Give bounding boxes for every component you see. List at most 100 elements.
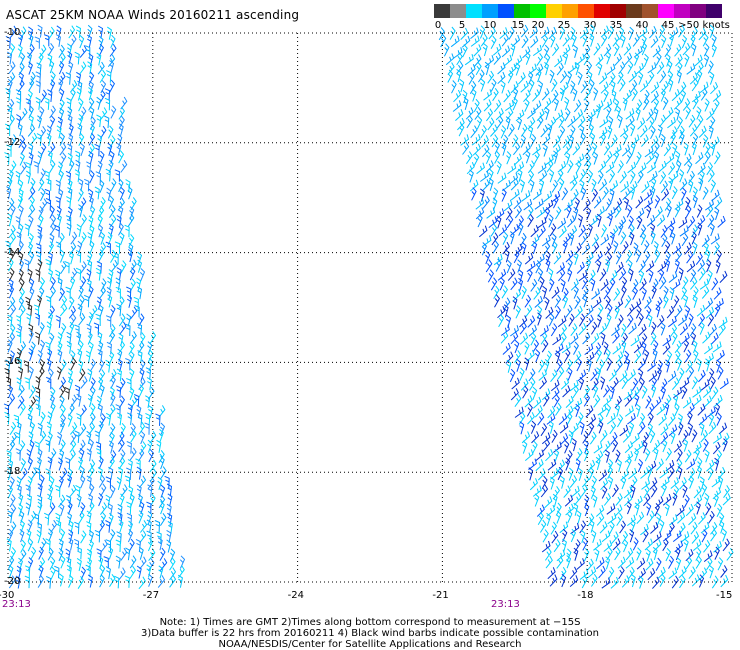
wind-barb bbox=[50, 519, 58, 533]
wind-barb bbox=[718, 475, 724, 490]
wind-barb bbox=[48, 241, 55, 255]
wind-barb bbox=[130, 306, 138, 320]
wind-barb bbox=[689, 72, 698, 85]
wind-barb bbox=[627, 566, 635, 580]
wind-barb bbox=[66, 495, 72, 508]
wind-barb bbox=[465, 107, 474, 120]
wind-barb bbox=[524, 98, 530, 112]
wind-barb bbox=[68, 520, 74, 534]
wind-barb bbox=[77, 240, 83, 254]
wind-barb bbox=[9, 160, 17, 174]
wind-barb bbox=[58, 573, 64, 587]
wind-barb bbox=[592, 494, 598, 508]
wind-barb bbox=[76, 393, 82, 407]
wind-barb bbox=[615, 351, 624, 364]
wind-barb bbox=[604, 449, 610, 463]
wind-barb bbox=[106, 341, 112, 355]
wind-barb bbox=[93, 322, 100, 335]
wind-barb bbox=[617, 556, 626, 569]
wind-barb bbox=[527, 170, 535, 184]
wind-barb bbox=[57, 457, 63, 471]
wind-barb bbox=[674, 340, 682, 354]
wind-barb bbox=[90, 305, 98, 318]
wind-barb bbox=[698, 512, 706, 525]
wind-barb bbox=[17, 395, 25, 409]
wind-barb bbox=[606, 503, 616, 515]
wind-barb bbox=[15, 315, 22, 328]
notes: Note: 1) Times are GMT 2)Times along bot… bbox=[0, 617, 740, 650]
wind-barb bbox=[635, 305, 642, 319]
wind-barb bbox=[105, 168, 111, 182]
wind-barb bbox=[48, 268, 54, 282]
wind-barb bbox=[177, 574, 183, 588]
wind-barb bbox=[726, 547, 734, 561]
wind-barb bbox=[55, 315, 61, 328]
wind-barb bbox=[640, 333, 648, 347]
wind-barb bbox=[586, 558, 594, 572]
wind-barb bbox=[44, 188, 51, 202]
wind-barb bbox=[656, 512, 662, 526]
wind-barb bbox=[668, 514, 678, 526]
wind-barb bbox=[564, 108, 571, 122]
wind-barb bbox=[593, 442, 603, 454]
wind-barb bbox=[609, 421, 617, 435]
wind-barb bbox=[643, 493, 651, 507]
wind-barb bbox=[58, 61, 65, 75]
wind-barb bbox=[25, 161, 31, 175]
wind-barb bbox=[641, 41, 648, 56]
wind-barb bbox=[69, 276, 76, 290]
wind-barb bbox=[147, 386, 155, 400]
wind-barb bbox=[700, 429, 709, 443]
wind-barb bbox=[647, 460, 657, 473]
wind-barb bbox=[573, 251, 579, 265]
wind-barb bbox=[660, 476, 670, 488]
wind-barb bbox=[688, 467, 696, 481]
wind-barb bbox=[539, 519, 547, 533]
wind-barb bbox=[588, 269, 596, 283]
wind-barb bbox=[585, 405, 594, 418]
wind-barb bbox=[717, 466, 726, 480]
wind-barb bbox=[466, 162, 475, 175]
wind-barb bbox=[708, 565, 714, 579]
wind-barb bbox=[169, 574, 177, 588]
wind-barb bbox=[136, 484, 142, 498]
wind-barb bbox=[77, 456, 84, 470]
wind-barb bbox=[532, 143, 541, 156]
wind-barb bbox=[700, 87, 708, 101]
wind-barb bbox=[68, 133, 74, 147]
wind-barb bbox=[711, 575, 719, 589]
wind-barb bbox=[669, 170, 679, 183]
wind-barb bbox=[20, 107, 28, 121]
wind-barb bbox=[15, 97, 22, 110]
wind-barb bbox=[608, 277, 616, 291]
wind-barb bbox=[691, 574, 700, 587]
wind-barb bbox=[605, 259, 611, 273]
legend-label: 35 bbox=[609, 20, 623, 31]
wind-barb bbox=[520, 80, 529, 93]
wind-barb bbox=[646, 204, 652, 219]
wind-barb bbox=[543, 393, 550, 407]
wind-barb bbox=[609, 180, 619, 192]
wind-barb bbox=[27, 124, 36, 137]
wind-barb bbox=[634, 393, 640, 407]
wind-barb bbox=[505, 207, 513, 221]
wind-barb bbox=[551, 286, 560, 299]
wind-barb bbox=[497, 268, 507, 281]
wind-barb bbox=[628, 224, 635, 238]
wind-barb bbox=[59, 439, 66, 453]
wind-barb bbox=[156, 439, 162, 453]
wind-barb bbox=[562, 287, 569, 301]
wind-barb bbox=[685, 106, 692, 120]
wind-barb bbox=[646, 152, 655, 165]
wind-barb bbox=[25, 98, 31, 111]
wind-barb bbox=[88, 80, 94, 94]
wind-barb bbox=[605, 403, 612, 418]
wind-barb bbox=[510, 325, 519, 337]
wind-barb bbox=[119, 449, 126, 463]
wind-barb bbox=[88, 150, 94, 165]
wind-barb bbox=[613, 42, 620, 57]
wind-barb bbox=[678, 267, 684, 281]
wind-barb bbox=[511, 34, 521, 47]
wind-barb bbox=[640, 231, 647, 246]
wind-barb bbox=[647, 62, 657, 74]
